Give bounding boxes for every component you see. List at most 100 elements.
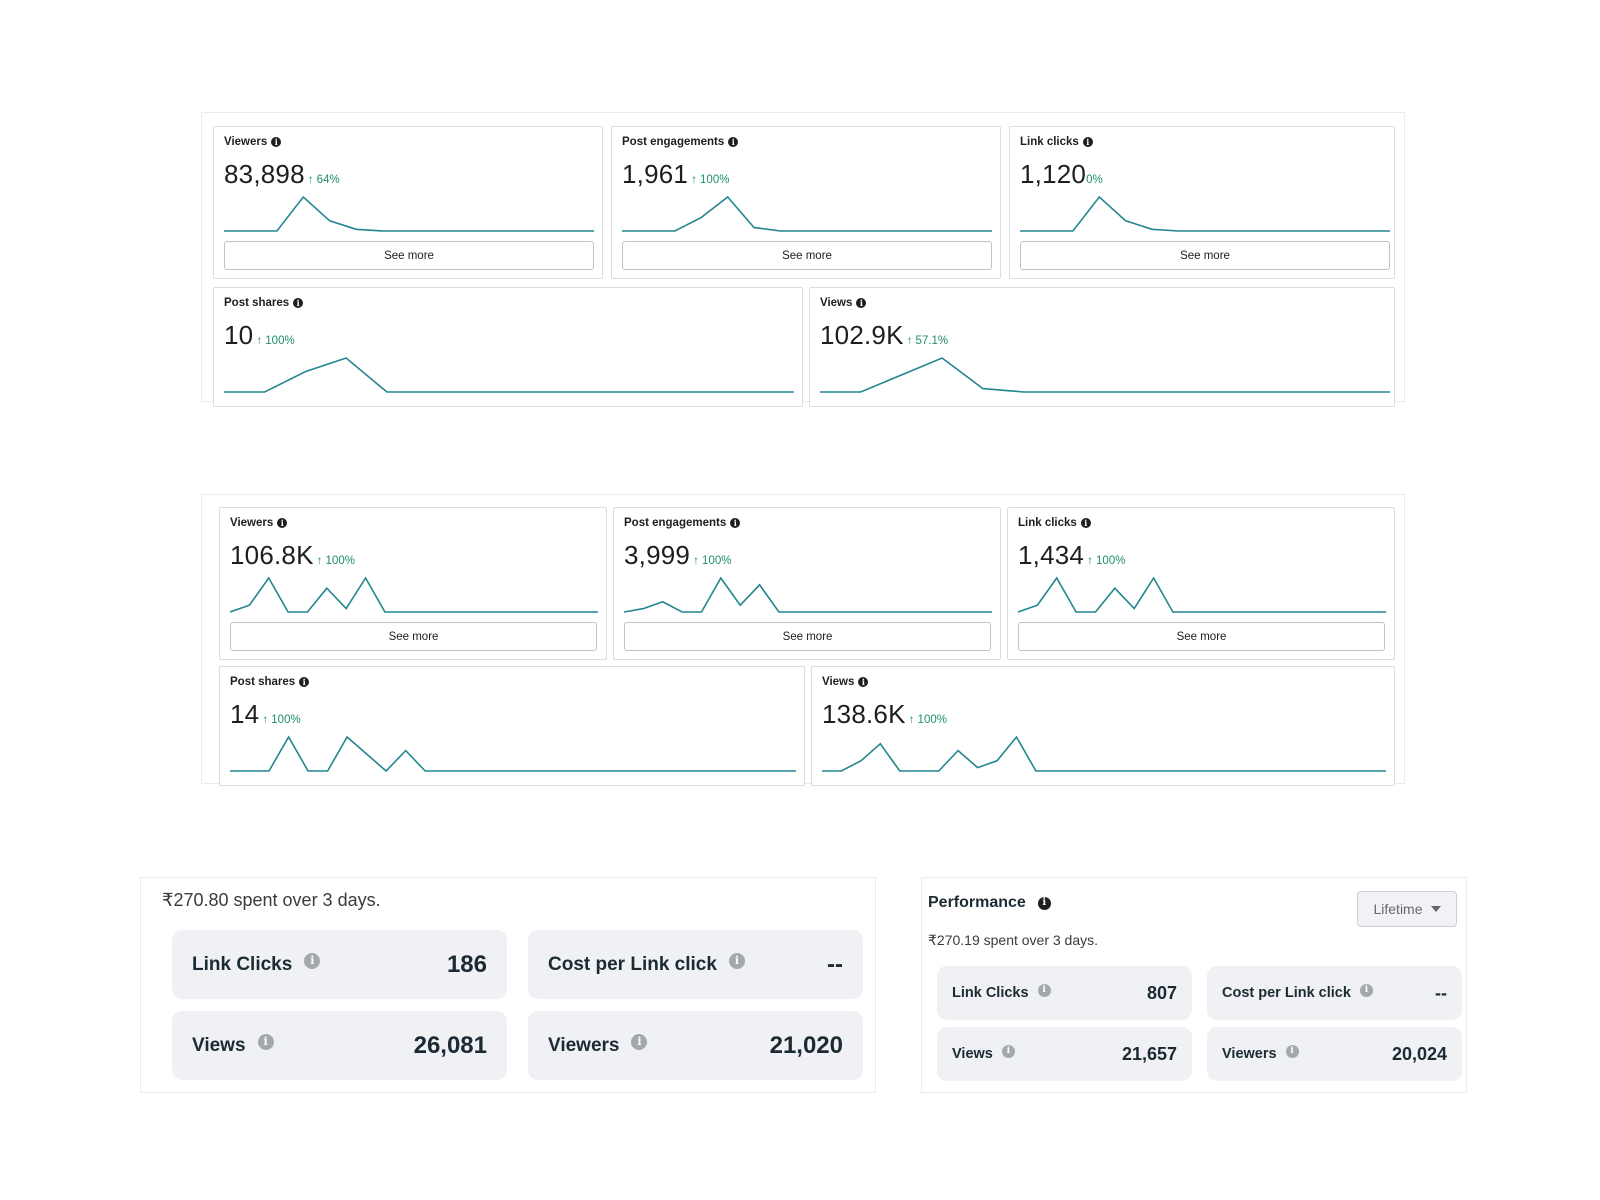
metric-delta: ↑ 100% <box>693 555 732 567</box>
see-more-button[interactable]: See more <box>622 241 992 270</box>
info-icon[interactable]: i <box>1359 983 1373 997</box>
metric-label: Views <box>820 297 853 309</box>
sparkline-chart <box>820 357 1390 393</box>
spent-summary: ₹270.19 spent over 3 days. <box>928 932 1099 948</box>
metric-value: 1,961 <box>622 159 689 189</box>
metric-value: 21,657 <box>1121 1043 1177 1064</box>
metric-delta: ↑ 57.1% <box>906 335 949 347</box>
metric-value: 102.9K <box>820 320 904 350</box>
trend-line <box>624 576 992 613</box>
metric-card-post-shares: Post shares i 14 ↑ 100% <box>219 666 805 786</box>
metric-delta: 0% <box>1086 174 1103 186</box>
metric-value: 20,024 <box>1391 1043 1447 1064</box>
metric-label: Post engagements <box>622 136 725 148</box>
see-more-button[interactable]: See more <box>1018 622 1385 651</box>
metric-value: 138.6K <box>822 699 906 729</box>
metric-label: Cost per Link click <box>1222 985 1351 1001</box>
metric-tile-link-clicks: Link Clicks i 186 <box>172 930 507 999</box>
insights-panel-before: Viewers i 83,898 ↑ 64% See more Post engag… <box>201 112 1405 407</box>
metric-label: Viewers <box>230 517 274 529</box>
metric-label: Views <box>192 1034 246 1056</box>
info-icon[interactable]: i <box>293 298 304 308</box>
metric-label: Link clicks <box>1020 136 1079 148</box>
sparkline-chart <box>230 735 796 773</box>
metric-value: 21,020 <box>769 1031 843 1059</box>
sparkline-chart <box>622 195 992 232</box>
info-icon[interactable]: i <box>1285 1044 1299 1058</box>
metric-delta: ↑ 100% <box>691 174 730 186</box>
info-icon[interactable]: i <box>728 137 739 147</box>
see-more-button[interactable]: See more <box>624 622 991 651</box>
metric-value: -- <box>1435 982 1447 1003</box>
metric-label: Views <box>822 676 855 688</box>
info-icon[interactable]: i <box>730 518 741 528</box>
metric-value: 3,999 <box>624 540 691 570</box>
info-icon[interactable]: i <box>1082 137 1093 147</box>
metric-label: Link Clicks <box>952 985 1029 1001</box>
metric-label: Views <box>952 1046 993 1062</box>
metric-label: Viewers <box>548 1034 620 1056</box>
trend-line <box>820 357 1390 393</box>
metric-label: Link clicks <box>1018 517 1077 529</box>
metric-label: Link Clicks <box>192 953 293 975</box>
metric-card-views: Views i 102.9K ↑ 57.1% <box>809 287 1395 407</box>
metric-value: -- <box>827 950 843 978</box>
see-more-button[interactable]: See more <box>230 622 597 651</box>
performance-panel: Performance i Lifetime ₹270.19 spent over… <box>921 877 1467 1093</box>
metric-card-viewers: Viewers i 83,898 ↑ 64% See more <box>213 126 603 279</box>
info-icon[interactable]: i <box>1001 1044 1015 1058</box>
metric-label: Viewers <box>224 136 268 148</box>
metric-label: Cost per Link click <box>548 953 717 975</box>
info-icon[interactable]: i <box>304 952 321 969</box>
metric-delta: ↑ 100% <box>316 555 355 567</box>
info-icon[interactable]: i <box>856 298 867 308</box>
info-icon[interactable]: i <box>1037 983 1051 997</box>
trend-line <box>622 195 992 232</box>
metric-card-post-shares: Post shares i 10 ↑ 100% <box>213 287 803 407</box>
metric-label: Post shares <box>230 676 296 688</box>
metric-value: 1,434 <box>1018 540 1085 570</box>
metric-value: 26,081 <box>413 1031 487 1059</box>
info-icon[interactable]: i <box>728 952 745 969</box>
info-icon[interactable]: i <box>1080 518 1091 528</box>
sparkline-chart <box>1018 576 1386 613</box>
info-icon[interactable]: i <box>1037 896 1051 910</box>
metric-delta: ↑ 64% <box>307 174 340 186</box>
trend-line <box>1020 195 1390 232</box>
metric-value: 807 <box>1146 982 1177 1003</box>
date-range-dropdown[interactable]: Lifetime <box>1357 891 1457 927</box>
metric-label: Viewers <box>1222 1046 1277 1062</box>
sparkline-chart <box>224 195 594 232</box>
trend-line <box>1018 576 1386 613</box>
metric-value: 10 <box>224 320 254 350</box>
metric-delta: ↑ 100% <box>262 714 301 726</box>
info-icon[interactable]: i <box>858 677 869 687</box>
metric-tile-views: Views i 26,081 <box>172 1011 507 1080</box>
info-icon[interactable]: i <box>631 1033 648 1050</box>
see-more-button[interactable]: See more <box>224 241 594 270</box>
trend-line <box>224 357 794 393</box>
metric-value: 83,898 <box>224 159 305 189</box>
metric-card-viewers: Viewers i 106.8K ↑ 100% See more <box>219 507 607 660</box>
performance-title: Performance <box>928 894 1026 911</box>
spent-summary: ₹270.80 spent over 3 days. <box>162 890 381 910</box>
metric-tile-cost-per-link-click: Cost per Link click i -- <box>1207 966 1462 1020</box>
trend-line <box>822 735 1386 772</box>
trend-line <box>230 576 598 613</box>
metric-tile-viewers: Viewers i 20,024 <box>1207 1027 1462 1081</box>
sparkline-chart <box>230 576 598 613</box>
trend-line <box>230 735 796 773</box>
info-icon[interactable]: i <box>257 1033 274 1050</box>
metric-tile-cost-per-link-click: Cost per Link click i -- <box>528 930 863 999</box>
metric-tile-link-clicks: Link Clicks i 807 <box>937 966 1192 1020</box>
info-icon[interactable]: i <box>271 137 282 147</box>
metric-value: 1,120 <box>1020 159 1087 189</box>
info-icon[interactable]: i <box>277 518 288 528</box>
see-more-button[interactable]: See more <box>1020 241 1390 270</box>
sparkline-chart <box>624 576 992 613</box>
sparkline-chart <box>224 357 794 393</box>
trend-line <box>224 195 594 232</box>
metric-value: 14 <box>230 699 260 729</box>
info-icon[interactable]: i <box>299 677 310 687</box>
metric-card-link-clicks: Link clicks i 1,120 0% See more <box>1009 126 1395 279</box>
